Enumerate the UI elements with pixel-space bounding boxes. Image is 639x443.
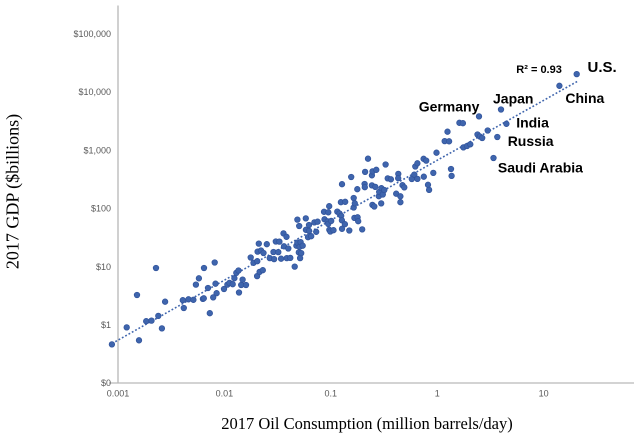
svg-text:Japan: Japan bbox=[493, 91, 533, 107]
svg-text:R² = 0.93: R² = 0.93 bbox=[516, 64, 562, 76]
svg-text:$100,000: $100,000 bbox=[73, 29, 111, 39]
svg-text:$10,000: $10,000 bbox=[78, 87, 111, 97]
svg-text:$10: $10 bbox=[96, 262, 111, 272]
svg-text:India: India bbox=[516, 115, 549, 131]
svg-text:0.1: 0.1 bbox=[325, 389, 338, 399]
svg-text:0.001: 0.001 bbox=[107, 389, 130, 399]
svg-text:$100: $100 bbox=[91, 204, 111, 214]
svg-text:0.01: 0.01 bbox=[216, 389, 234, 399]
svg-text:China: China bbox=[565, 90, 604, 106]
svg-text:U.S.: U.S. bbox=[588, 59, 617, 76]
svg-text:Russia: Russia bbox=[508, 133, 554, 149]
svg-text:10: 10 bbox=[539, 389, 549, 399]
svg-text:$0: $0 bbox=[101, 378, 111, 388]
svg-text:Germany: Germany bbox=[419, 99, 480, 115]
svg-text:Saudi Arabia: Saudi Arabia bbox=[498, 159, 583, 175]
svg-text:2017 GDP ($billions): 2017 GDP ($billions) bbox=[3, 114, 24, 269]
svg-text:1: 1 bbox=[435, 389, 440, 399]
svg-text:$1,000: $1,000 bbox=[83, 145, 111, 155]
svg-text:$1: $1 bbox=[101, 320, 111, 330]
svg-text:2017 Oil Consumption (million: 2017 Oil Consumption (million barrels/da… bbox=[221, 414, 512, 433]
